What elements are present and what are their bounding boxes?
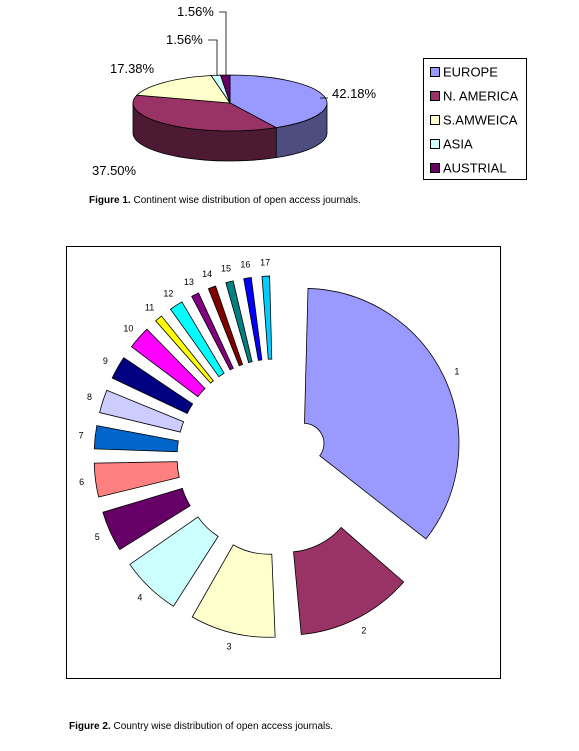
pie-slice-s-amweica <box>136 75 231 104</box>
slice-label-4: 4 <box>137 593 142 603</box>
data-label-austrial: 1.56% <box>177 4 214 19</box>
legend-label: S.AMWEICA <box>443 112 518 128</box>
pie-slice-n-america <box>132 94 278 132</box>
figure-1-caption-number: Figure 1. <box>89 195 131 206</box>
legend-item-south-america: S.AMWEICA <box>430 111 517 129</box>
pie-slice-15 <box>225 280 253 364</box>
slice-label-1: 1 <box>454 366 459 376</box>
pie-slice-8 <box>99 389 185 433</box>
legend-label: N. AMERICA <box>443 88 519 104</box>
pie-slice-5 <box>102 487 191 551</box>
figure-2-caption-text: Country wise distribution of open access… <box>110 721 334 732</box>
slice-label-14: 14 <box>202 269 212 279</box>
legend-item-australia: AUSTRIAL <box>430 159 507 177</box>
pie-slice-11 <box>155 315 214 384</box>
slice-label-3: 3 <box>226 641 231 651</box>
figure-1-legend: EUROPE N. AMERICA S.AMWEICA ASIA AUSTRIA… <box>423 58 527 180</box>
pie-slice-12 <box>169 301 225 378</box>
legend-label: ASIA <box>443 136 473 152</box>
slice-label-7: 7 <box>79 431 84 441</box>
leader-line-asia <box>208 39 218 76</box>
legend-item-asia: ASIA <box>430 135 473 153</box>
slice-label-6: 6 <box>79 477 84 487</box>
legend-label: EUROPE <box>443 64 498 80</box>
pie-slice-europe <box>229 74 328 129</box>
legend-swatch <box>430 138 440 149</box>
slice-label-12: 12 <box>163 289 173 299</box>
data-label-asia: 1.56% <box>166 32 203 47</box>
legend-item-north-america: N. AMERICA <box>430 87 518 105</box>
pie-slice-2 <box>293 526 405 635</box>
legend-item-europe: EUROPE <box>430 63 498 81</box>
figure-2-caption-number: Figure 2. <box>69 721 111 732</box>
pie-slice-4 <box>129 516 219 607</box>
slice-label-10: 10 <box>123 323 133 333</box>
slice-label-15: 15 <box>221 263 231 273</box>
pie-slice-austrial <box>219 74 231 104</box>
pie-slice-14 <box>207 285 244 367</box>
legend-swatch <box>430 90 440 101</box>
legend-swatch <box>430 162 440 173</box>
legend-label: AUSTRIAL <box>443 160 507 176</box>
pie-slice-9 <box>111 357 194 414</box>
pie-tops <box>132 74 328 132</box>
pie-slice-7 <box>93 425 179 453</box>
figure-2-caption: Figure 2. Country wise distribution of o… <box>69 721 333 732</box>
figure-2-frame: 1 2 3 4 5 6 7 8 9 10 11 12 13 14 15 16 17 <box>66 246 501 679</box>
pie-slice-17 <box>261 275 273 360</box>
slice-label-8: 8 <box>87 392 92 402</box>
figure-1-caption: Figure 1. Continent wise distribution of… <box>89 195 361 206</box>
slice-label-2: 2 <box>361 626 366 636</box>
slice-label-17: 17 <box>260 257 270 267</box>
slice-label-13: 13 <box>184 277 194 287</box>
pie-slice-13 <box>191 292 234 371</box>
data-label-europe: 42.18% <box>332 86 377 101</box>
slice-label-11: 11 <box>145 303 154 313</box>
data-labels: 42.18% 37.50% 17.38% 1.56% 1.56% <box>92 4 377 178</box>
pie-slice-3 <box>191 544 276 638</box>
pie-slice-1 <box>304 288 460 540</box>
data-label-n-america: 37.50% <box>92 163 137 178</box>
legend-swatch <box>430 66 440 77</box>
pie-slice-10 <box>130 328 206 398</box>
slice-label-16: 16 <box>240 259 250 269</box>
slice-label-9: 9 <box>103 356 108 366</box>
pie-slices <box>93 275 460 638</box>
legend-swatch <box>430 114 440 125</box>
figure-1-caption-text: Continent wise distribution of open acce… <box>130 195 361 206</box>
slice-label-5: 5 <box>95 532 100 542</box>
pie-slice-16 <box>243 277 263 361</box>
data-label-s-amweica: 17.38% <box>110 61 155 76</box>
figure-1-chart: 42.18% 37.50% 17.38% 1.56% 1.56% <box>92 4 377 178</box>
pie-slice-6 <box>93 461 180 498</box>
leader-line-austrial <box>219 11 227 76</box>
